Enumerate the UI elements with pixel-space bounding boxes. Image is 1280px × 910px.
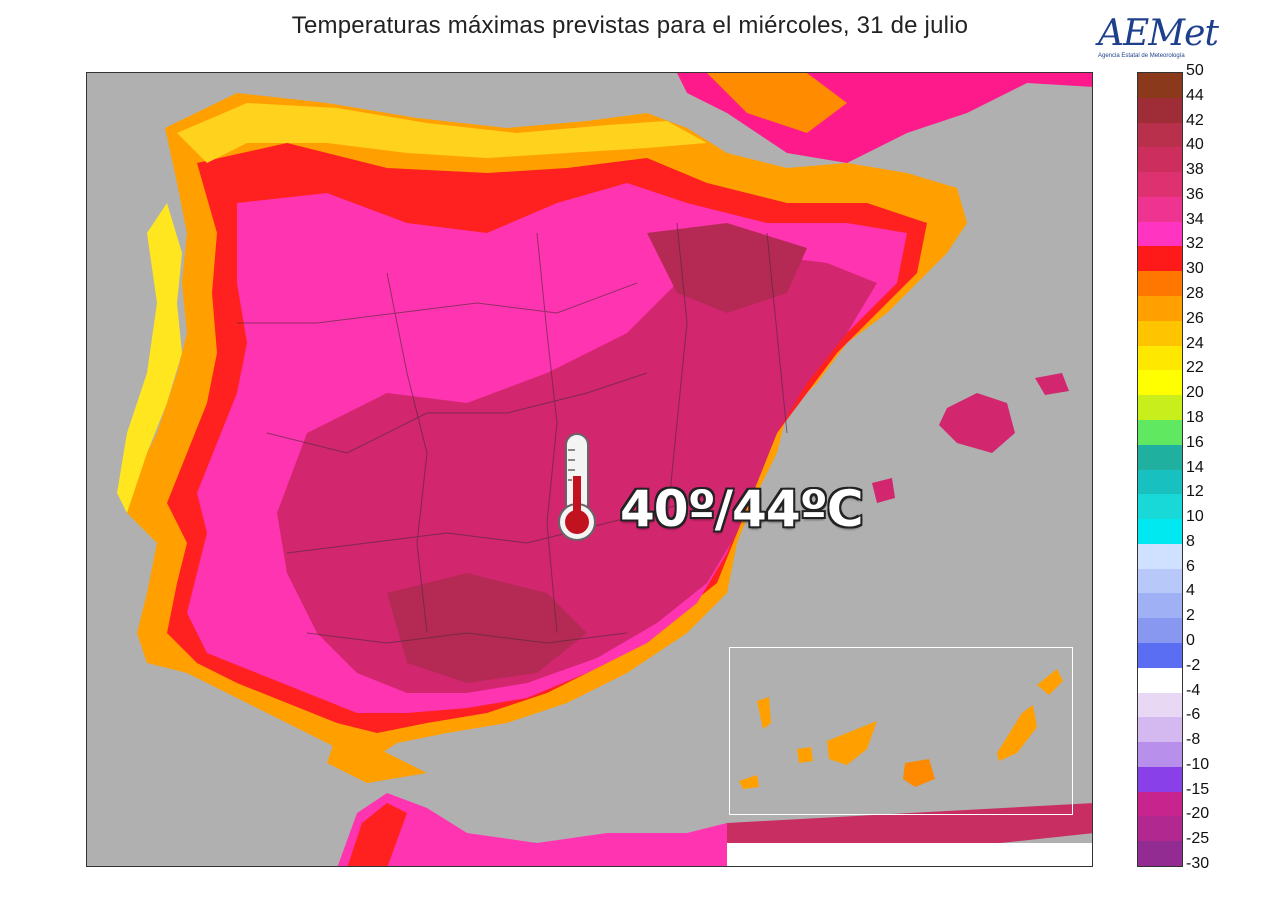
color-swatch <box>1138 618 1182 644</box>
logo-agency: Agencia Estatal de Meteorología <box>1098 53 1185 59</box>
color-swatch <box>1138 742 1182 768</box>
page-title: Temperaturas máximas previstas para el m… <box>291 12 969 39</box>
no-data-area <box>727 843 1092 866</box>
color-swatch <box>1138 593 1182 619</box>
color-swatch <box>1138 494 1182 520</box>
color-swatch <box>1138 246 1182 272</box>
cantabrian-coast <box>177 103 707 163</box>
province-borders <box>237 222 788 644</box>
canary-islands <box>739 669 1063 789</box>
color-swatch <box>1138 296 1182 322</box>
color-swatch <box>1138 320 1182 346</box>
color-scale <box>1137 72 1183 867</box>
color-scale-label: 36 <box>1186 185 1204 203</box>
color-scale-label: 30 <box>1186 260 1204 278</box>
color-swatch <box>1138 791 1182 817</box>
color-scale-label: 28 <box>1186 285 1204 303</box>
atlantic-coast <box>117 203 182 513</box>
color-scale-label: 10 <box>1186 508 1204 526</box>
color-swatch <box>1138 73 1182 98</box>
pyrenees-zone <box>707 73 847 133</box>
aemet-logo: AEMet Agencia Estatal de Meteorología <box>1098 13 1219 68</box>
el-hierro <box>739 775 759 789</box>
color-scale-label: 26 <box>1186 309 1204 327</box>
color-swatch <box>1138 271 1182 297</box>
color-scale-label: -2 <box>1186 656 1201 674</box>
color-scale-label: 12 <box>1186 483 1204 501</box>
color-scale-label: 34 <box>1186 210 1204 228</box>
thermometer-icon <box>558 433 596 541</box>
color-scale-label: 42 <box>1186 111 1204 129</box>
logo-mark: AEMet <box>1098 13 1219 54</box>
color-swatch <box>1138 692 1182 718</box>
ibiza <box>872 478 895 503</box>
map-canvas <box>87 73 1092 866</box>
canary-inset-frame <box>729 647 1073 815</box>
color-scale-label: 40 <box>1186 136 1204 154</box>
la-gomera <box>797 747 813 763</box>
color-swatch <box>1138 172 1182 198</box>
color-swatch <box>1138 395 1182 421</box>
color-scale-label: 20 <box>1186 384 1204 402</box>
color-swatch <box>1138 642 1182 668</box>
color-swatch <box>1138 568 1182 594</box>
color-scale-label: 0 <box>1186 631 1195 649</box>
color-scale-label: 6 <box>1186 557 1195 575</box>
color-swatch <box>1138 196 1182 222</box>
color-scale-label: -20 <box>1186 805 1210 823</box>
color-scale-label: -4 <box>1186 681 1201 699</box>
color-scale-label: -25 <box>1186 830 1210 848</box>
hottest-ebro <box>647 223 807 313</box>
fuerteventura <box>997 705 1037 761</box>
color-swatch <box>1138 444 1182 470</box>
color-scale-label: 18 <box>1186 408 1204 426</box>
color-scale-label: 4 <box>1186 582 1195 600</box>
color-scale-label: 16 <box>1186 433 1204 451</box>
color-scale-label: 44 <box>1186 86 1204 104</box>
color-scale-label: 14 <box>1186 458 1204 476</box>
color-swatch <box>1138 419 1182 445</box>
north-africa <box>337 793 727 866</box>
temperature-map <box>86 72 1093 867</box>
color-scale-label: 32 <box>1186 235 1204 253</box>
menorca <box>1035 373 1069 395</box>
color-swatch <box>1138 221 1182 247</box>
color-swatch <box>1138 370 1182 396</box>
color-scale-label: -6 <box>1186 706 1201 724</box>
color-scale-label: 38 <box>1186 161 1204 179</box>
color-scale-label: -30 <box>1186 855 1210 872</box>
color-swatch <box>1138 543 1182 569</box>
color-scale-label: -8 <box>1186 731 1201 749</box>
tenerife <box>827 721 877 765</box>
gran-canaria <box>903 759 935 787</box>
temperature-range-label: 40º/44ºC <box>619 479 866 540</box>
color-scale-label: -15 <box>1186 780 1210 798</box>
hottest-guadalquivir <box>387 573 587 683</box>
mallorca <box>939 393 1015 453</box>
color-swatch <box>1138 122 1182 148</box>
color-scale-label: 8 <box>1186 532 1195 550</box>
color-swatch <box>1138 766 1182 792</box>
color-scale-label: 2 <box>1186 607 1195 625</box>
color-scale-label: 24 <box>1186 334 1204 352</box>
color-swatch <box>1138 667 1182 693</box>
color-swatch <box>1138 469 1182 495</box>
color-swatch <box>1138 816 1182 842</box>
color-swatch <box>1138 147 1182 173</box>
africa-coast <box>347 803 407 866</box>
south-coast <box>327 733 427 783</box>
la-palma <box>757 697 771 729</box>
color-scale-label: 22 <box>1186 359 1204 377</box>
lanzarote <box>1037 669 1063 695</box>
color-swatch <box>1138 519 1182 545</box>
color-scale-label: -10 <box>1186 755 1210 773</box>
color-swatch <box>1138 841 1182 867</box>
color-swatch <box>1138 345 1182 371</box>
color-swatch <box>1138 97 1182 123</box>
color-swatch <box>1138 717 1182 743</box>
color-scale-label: 50 <box>1186 62 1204 79</box>
